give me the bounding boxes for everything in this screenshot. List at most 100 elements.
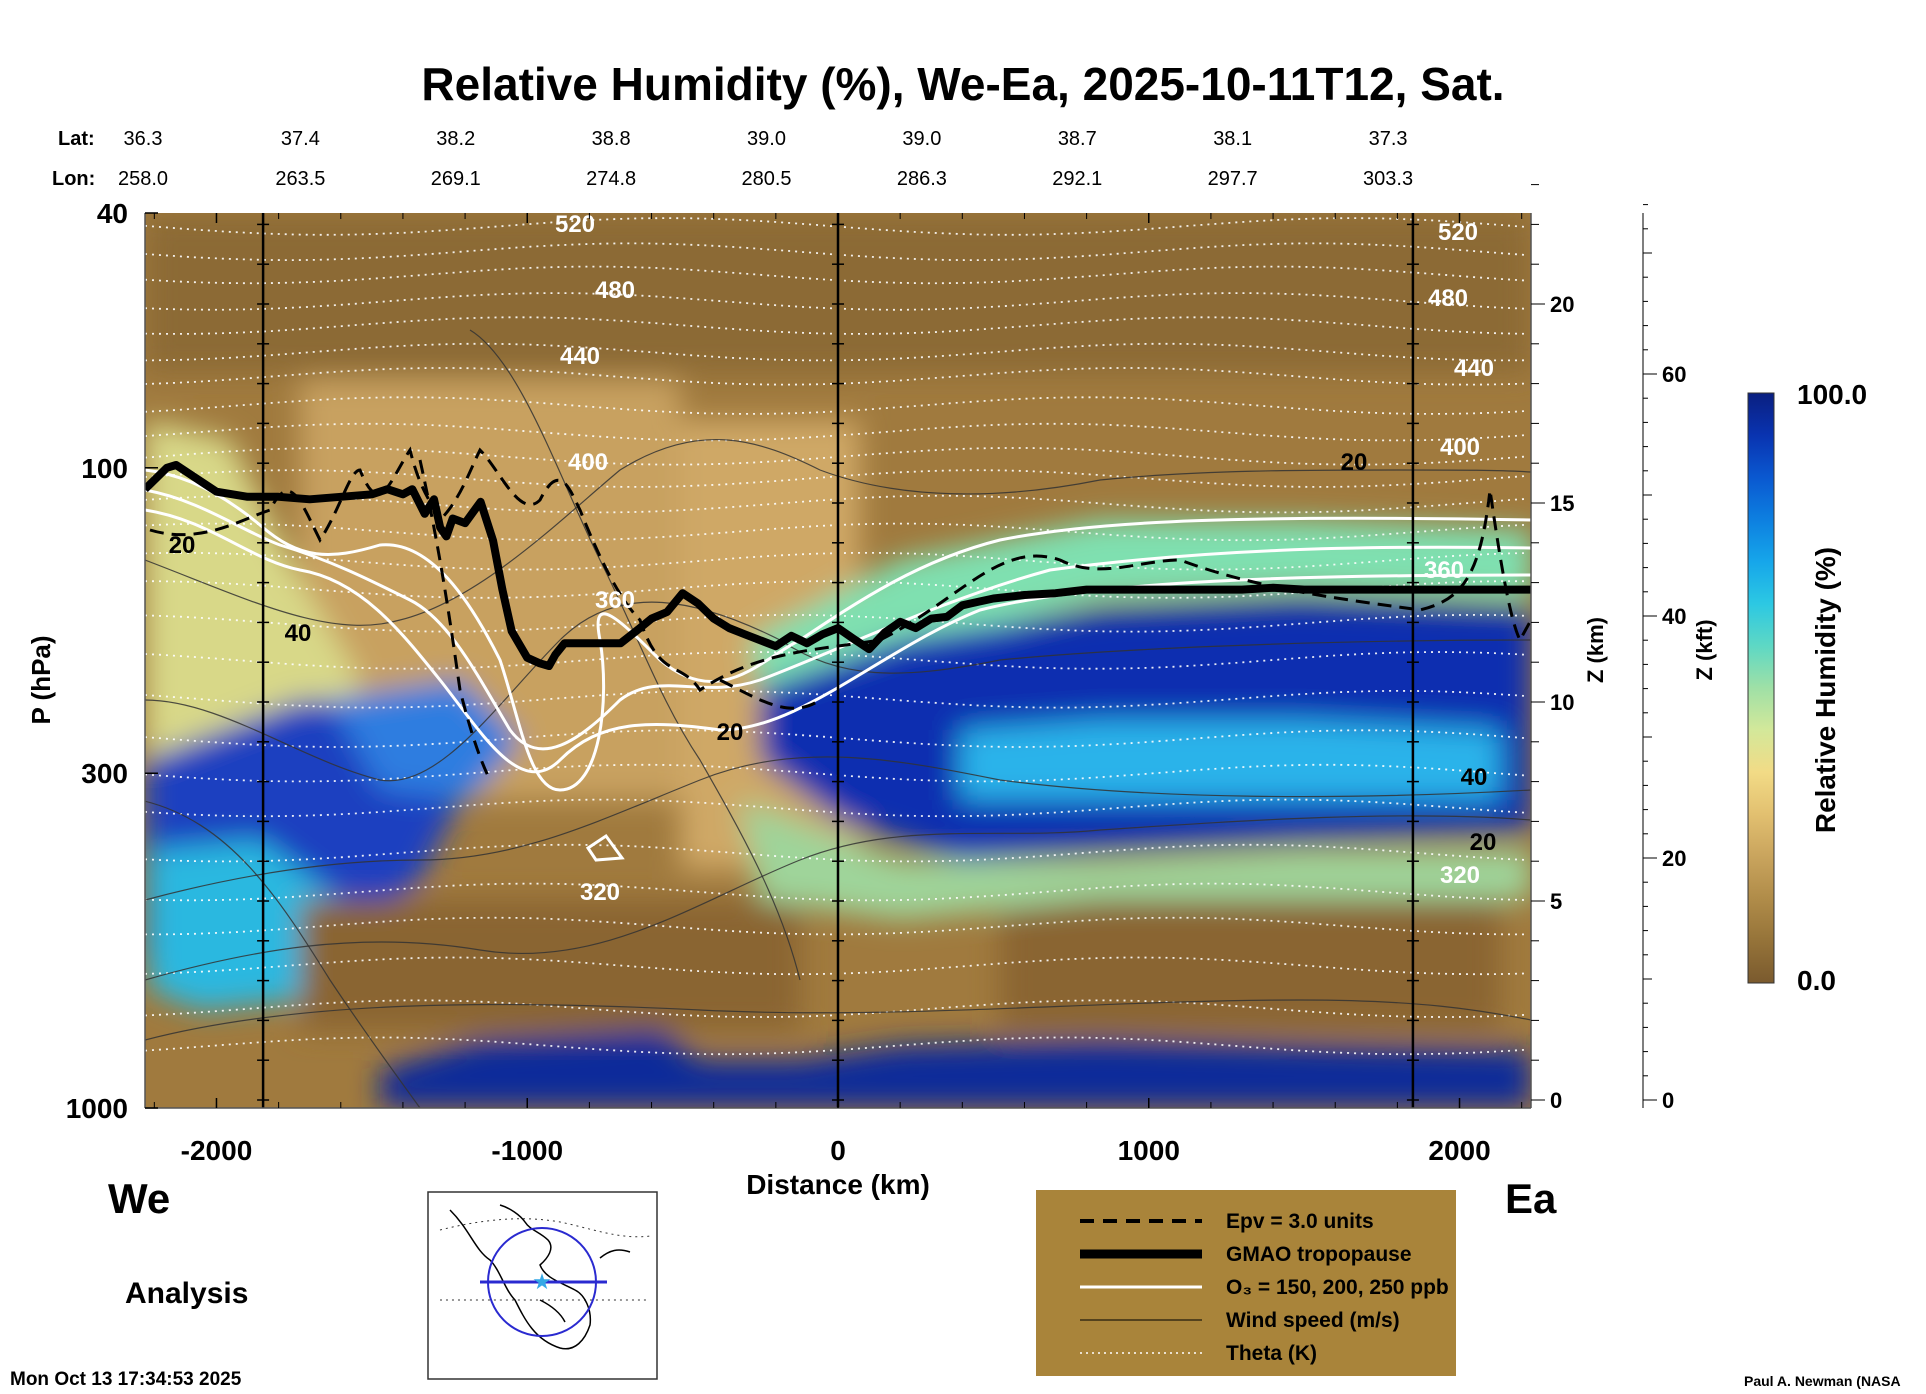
wind-contour <box>469 329 801 981</box>
wind-label: 20 <box>169 532 196 559</box>
theta-label: 480 <box>595 277 635 304</box>
x-tick-label: 1000 <box>1118 1135 1180 1166</box>
legend-label: GMAO tropopause <box>1226 1243 1412 1266</box>
theta-label: 360 <box>595 587 635 614</box>
inset-map-frame <box>427 1191 658 1380</box>
x-tick-label: 0 <box>830 1135 846 1166</box>
rh-patch-blue-west2 <box>330 680 520 800</box>
wind-contour <box>145 999 1531 1041</box>
x-ticks: -2000 -1000 0 1000 2000 <box>153 213 1523 1166</box>
inset-map: ★ <box>427 1191 658 1380</box>
p-tick-label: 40 <box>97 198 128 229</box>
colorbar-max-label: 100.0 <box>1797 379 1867 410</box>
p-tick-label: 1000 <box>66 1093 128 1124</box>
lat-value: 38.1 <box>1213 128 1252 150</box>
ozone-contour <box>145 488 1531 751</box>
zkft-axis-label: Z (kft) <box>1692 619 1717 680</box>
wind-contour <box>145 815 1531 981</box>
colorbar: 100.0 0.0 Relative Humidity (%) <box>1747 379 1867 996</box>
colorbar-min-label: 0.0 <box>1797 965 1836 996</box>
analysis-label: Analysis <box>125 1277 248 1310</box>
lon-row-label: Lon: <box>52 168 95 190</box>
legend-label: Theta (K) <box>1226 1342 1317 1365</box>
wind-contour <box>145 800 421 1108</box>
vertical-reference-lines <box>257 213 1419 1108</box>
epv-contour <box>418 459 492 781</box>
legend-label: O₃ = 150, 200, 250 ppb <box>1226 1276 1449 1299</box>
rh-patch-boundary-layer <box>380 1030 1531 1108</box>
colorbar-bar <box>1747 392 1775 984</box>
inset-graticule <box>439 1218 651 1238</box>
west-label: We <box>108 1175 170 1222</box>
lat-value: 38.2 <box>436 128 475 150</box>
zkm-tick-label: 20 <box>1550 292 1574 317</box>
colorbar-title: Relative Humidity (%) <box>1810 547 1841 833</box>
lat-value: 39.0 <box>747 128 786 150</box>
rh-patch-yellow-west <box>145 420 360 760</box>
wind-label: 40 <box>1461 764 1488 791</box>
humidity-field <box>145 213 1531 1108</box>
lat-value: 37.3 <box>1369 128 1408 150</box>
timestamp: Mon Oct 13 17:34:53 2025 <box>10 1369 242 1390</box>
zkft-ticks: 0 20 40 60 <box>1643 204 1686 1113</box>
legend: Epv = 3.0 units GMAO tropopause O₃ = 150, … <box>1036 1190 1456 1376</box>
ozone-small-loop <box>585 833 625 862</box>
lat-lon-rows: Lat: Lon: 36.3 37.4 38.2 38.8 39.0 39.0 38.7 38… <box>52 128 1413 190</box>
lon-value: 297.7 <box>1208 168 1258 190</box>
inset-coastline-2 <box>539 1249 631 1323</box>
theta-label: 320 <box>580 879 620 906</box>
lon-value: 280.5 <box>741 168 791 190</box>
wind-label: 40 <box>285 620 312 647</box>
lon-value: 303.3 <box>1363 168 1413 190</box>
x-axis-label: Distance (km) <box>746 1169 930 1200</box>
chart-title: Relative Humidity (%), We-Ea, 2025-10-11… <box>421 58 1504 110</box>
plot-area: 520 480 440 400 360 320 520 480 440 400 360 320 20 40… <box>145 213 1531 1108</box>
legend-label: Wind speed (m/s) <box>1226 1309 1400 1332</box>
lon-value: 258.0 <box>118 168 168 190</box>
lon-value: 274.8 <box>586 168 636 190</box>
epv-contour <box>149 446 1531 693</box>
theta-label: 400 <box>568 449 608 476</box>
theta-label-east: 480 <box>1428 285 1468 312</box>
epv-contours <box>149 446 1531 781</box>
zkm-tick-label: 5 <box>1550 889 1562 914</box>
p-tick-label: 300 <box>81 758 128 789</box>
legend-label: Epv = 3.0 units <box>1226 1210 1374 1233</box>
theta-label-east: 520 <box>1438 219 1478 246</box>
theta-label-east: 440 <box>1454 355 1494 382</box>
lat-value: 38.8 <box>592 128 631 150</box>
rh-patch-cyan-east <box>960 720 1500 800</box>
wind-label: 20 <box>717 719 744 746</box>
zkm-tick-label: 15 <box>1550 491 1574 516</box>
x-tick-label: -2000 <box>181 1135 253 1166</box>
inset-center-star-icon: ★ <box>532 1269 552 1294</box>
lon-value: 292.1 <box>1052 168 1102 190</box>
lat-value: 36.3 <box>124 128 163 150</box>
zkm-tick-label: 10 <box>1550 690 1574 715</box>
zkft-tick-label: 20 <box>1662 846 1686 871</box>
lat-row-label: Lat: <box>58 128 95 150</box>
rh-patch-cyan-west <box>150 840 340 1010</box>
pressure-ticks: 1000 300 100 40 <box>66 198 158 1124</box>
lon-value: 263.5 <box>275 168 325 190</box>
lat-value: 38.7 <box>1058 128 1097 150</box>
tropopause-line <box>145 461 1531 670</box>
theta-label-east: 320 <box>1440 862 1480 889</box>
epv-contour <box>719 678 821 710</box>
zkft-tick-label: 0 <box>1662 1088 1674 1113</box>
rh-patch-green-east <box>750 520 1531 690</box>
zkm-tick-label: 0 <box>1550 1088 1562 1113</box>
wind-contour <box>145 439 1531 626</box>
lat-value: 37.4 <box>281 128 320 150</box>
p-tick-label: 100 <box>81 453 128 484</box>
credit: Paul A. Newman (NASA <box>1744 1373 1901 1389</box>
lon-value: 286.3 <box>897 168 947 190</box>
x-tick-label: -1000 <box>491 1135 563 1166</box>
theta-label-east: 360 <box>1424 557 1464 584</box>
lon-value: 269.1 <box>431 168 481 190</box>
zkft-tick-label: 40 <box>1662 604 1686 629</box>
in-plot-labels: 520 480 440 400 360 320 520 480 440 400 360 320 20 40… <box>169 213 1497 906</box>
zkm-ticks: 0 5 10 15 20 <box>1531 184 1574 1113</box>
wind-contour <box>145 756 1531 901</box>
